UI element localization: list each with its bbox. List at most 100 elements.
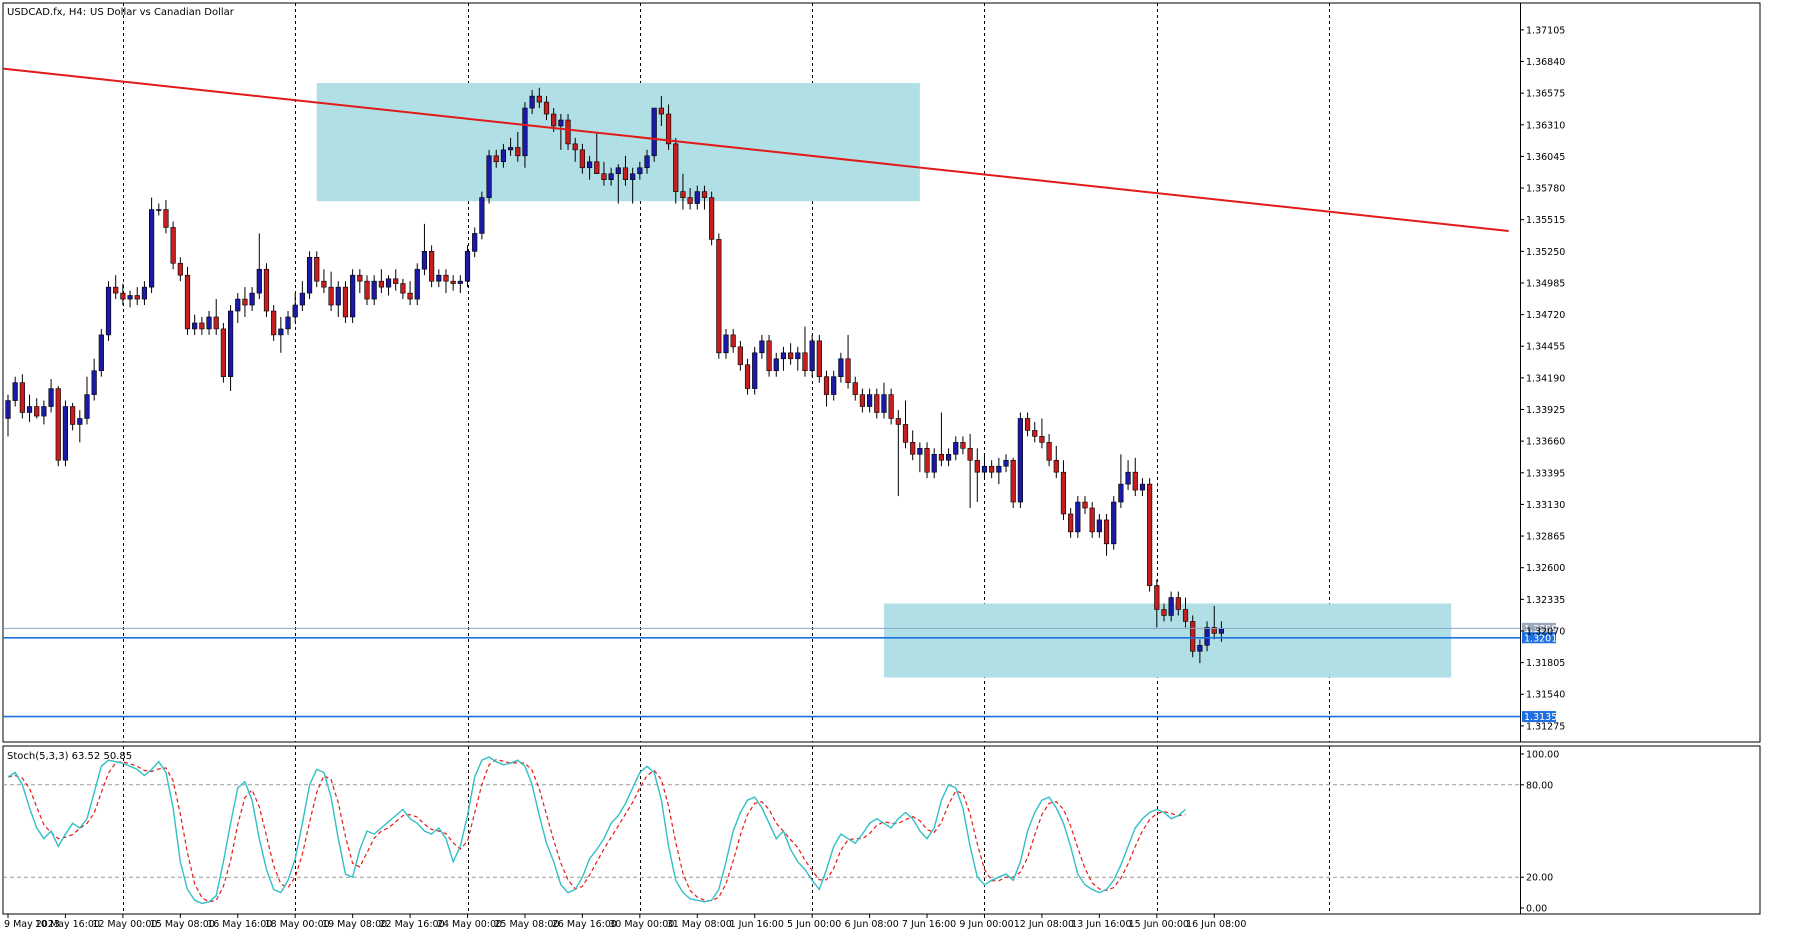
time-tick-label: 12 May 00:00 bbox=[92, 919, 157, 930]
bear-candle bbox=[393, 278, 399, 284]
time-tick-label: 12 Jun 08:00 bbox=[1014, 919, 1074, 930]
price-tick-label: 1.33395 bbox=[1526, 468, 1565, 479]
bull-candle bbox=[26, 406, 33, 413]
bull-candle bbox=[98, 334, 104, 372]
bull-candle bbox=[945, 453, 952, 461]
bull-candle bbox=[759, 340, 765, 354]
bull-candle bbox=[1125, 471, 1131, 485]
bull-candle bbox=[917, 448, 923, 455]
bull-candle bbox=[651, 107, 657, 157]
resistance-trendline[interactable] bbox=[2, 67, 1509, 233]
bear-candle bbox=[1211, 627, 1217, 634]
price-tick-label: 1.32335 bbox=[1526, 595, 1565, 606]
bull-candle bbox=[1204, 627, 1210, 646]
bull-candle bbox=[235, 298, 241, 312]
stochastic-panel-frame bbox=[2, 745, 1761, 915]
bull-candle bbox=[41, 406, 47, 417]
bull-candle bbox=[507, 147, 514, 151]
bull-candle bbox=[472, 233, 478, 252]
price-tick-label: 1.36575 bbox=[1526, 89, 1565, 100]
bull-candle bbox=[127, 295, 133, 300]
time-tick-label: 26 May 16:00 bbox=[552, 919, 617, 930]
bull-candle bbox=[953, 442, 959, 455]
time-tick-label: 18 May 00:00 bbox=[265, 919, 330, 930]
bull-candle bbox=[105, 286, 112, 336]
bear-candle bbox=[378, 280, 384, 288]
bull-candle bbox=[436, 274, 442, 282]
bull-candle bbox=[149, 209, 155, 288]
price-panel-frame bbox=[2, 2, 1761, 743]
bull-candle bbox=[479, 197, 485, 234]
bear-candle bbox=[1032, 430, 1038, 437]
bear-candle bbox=[321, 280, 327, 288]
bear-candle bbox=[536, 95, 542, 103]
bear-candle bbox=[263, 268, 270, 312]
time-tick-label: 10 May 16:00 bbox=[35, 919, 100, 930]
price-tick-label: 1.33130 bbox=[1526, 500, 1565, 511]
bear-candle bbox=[113, 286, 119, 294]
bear-candle bbox=[601, 173, 607, 180]
bull-candle bbox=[48, 388, 54, 407]
time-tick-label: 31 May 08:00 bbox=[667, 919, 732, 930]
bear-candle bbox=[170, 227, 176, 264]
bull-candle bbox=[637, 167, 643, 175]
bear-candle bbox=[134, 295, 140, 300]
bull-candle bbox=[1017, 418, 1023, 503]
bear-candle bbox=[220, 328, 227, 377]
bull-candle bbox=[249, 292, 255, 306]
time-tick-label: 5 Jun 00:00 bbox=[787, 919, 841, 930]
time-tick-label: 24 May 00:00 bbox=[437, 919, 502, 930]
bear-candle bbox=[1154, 585, 1160, 610]
price-tag-label: 1.32092 bbox=[1524, 624, 1563, 635]
bull-candle bbox=[500, 149, 507, 163]
bull-candle bbox=[285, 316, 291, 330]
time-tick-label: 25 May 08:00 bbox=[494, 919, 559, 930]
price-tag bbox=[1522, 711, 1556, 723]
bear-candle bbox=[1060, 471, 1067, 515]
price-tick-label: 1.37105 bbox=[1526, 25, 1565, 36]
bear-candle bbox=[551, 113, 557, 127]
bull-candle bbox=[12, 382, 18, 401]
bear-candle bbox=[1053, 459, 1059, 473]
bear-candle bbox=[199, 322, 205, 330]
price-tick-label: 1.34720 bbox=[1526, 310, 1565, 321]
bull-candle bbox=[371, 280, 377, 300]
bear-candle bbox=[658, 107, 664, 115]
bull-candle bbox=[156, 209, 162, 211]
bear-candle bbox=[565, 119, 571, 145]
bear-candle bbox=[493, 155, 499, 163]
bear-candle bbox=[429, 251, 435, 282]
bear-candle bbox=[673, 143, 679, 192]
bear-candle bbox=[163, 209, 169, 228]
bear-candle bbox=[357, 274, 363, 282]
time-tick-label: 30 May 00:00 bbox=[609, 919, 674, 930]
bear-candle bbox=[1182, 609, 1189, 622]
price-tick-label: 1.32070 bbox=[1526, 626, 1565, 637]
bull-candle bbox=[457, 280, 463, 284]
price-tick-label: 1.34190 bbox=[1526, 373, 1565, 384]
time-tick-label: 9 May 2023 bbox=[4, 919, 60, 930]
bull-candle bbox=[256, 268, 262, 294]
time-tick-label: 15 May 08:00 bbox=[150, 919, 215, 930]
stochastic-main-line bbox=[7, 756, 1186, 905]
bear-candle bbox=[1132, 471, 1138, 491]
trendline-layer[interactable] bbox=[2, 67, 1509, 233]
price-tick-label: 1.32865 bbox=[1526, 532, 1565, 543]
bull-candle bbox=[335, 286, 341, 306]
bear-candle bbox=[271, 310, 277, 336]
time-tick-label: 1 Jun 16:00 bbox=[730, 919, 784, 930]
bear-candle bbox=[859, 394, 866, 407]
bear-candle bbox=[874, 394, 880, 413]
stochastic-tick-label: 80.00 bbox=[1526, 780, 1553, 791]
bear-candle bbox=[680, 191, 686, 198]
bear-candle bbox=[1010, 459, 1016, 503]
bear-candle bbox=[816, 340, 822, 377]
bear-candle bbox=[1068, 513, 1074, 533]
date-separators bbox=[123, 3, 1330, 914]
stochastic-tick-label: 100.00 bbox=[1526, 750, 1559, 761]
bull-candle bbox=[630, 173, 636, 180]
bull-candle bbox=[752, 352, 758, 389]
price-tick-label: 1.32600 bbox=[1526, 563, 1565, 574]
